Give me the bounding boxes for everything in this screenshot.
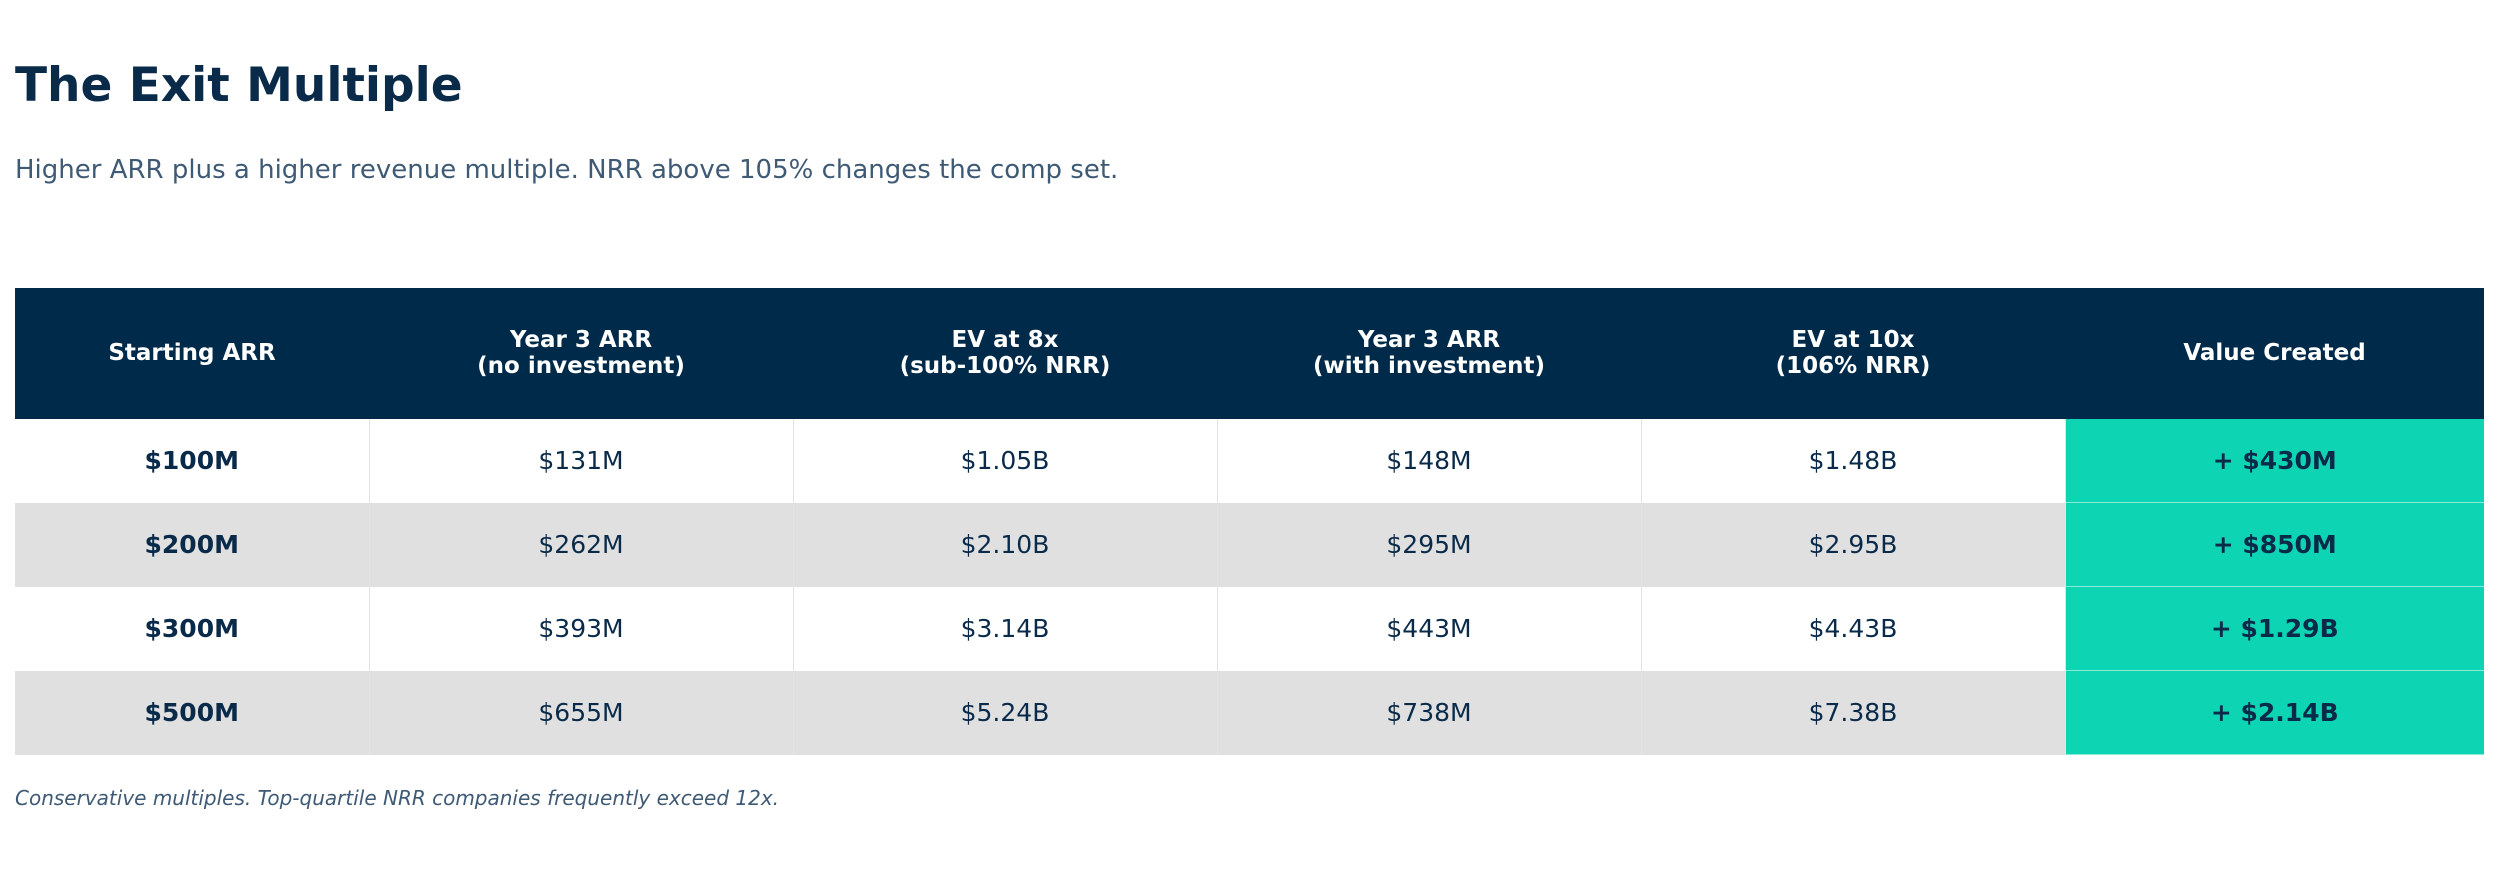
footnote: Conservative multiples. Top-quartile NRR… bbox=[15, 786, 780, 810]
table-header-row: Starting ARR Year 3 ARR (no investment) … bbox=[15, 288, 2484, 419]
value-created-cell: + $430M bbox=[2065, 419, 2484, 503]
header-label: EV at 8x bbox=[951, 327, 1059, 354]
starting-arr-cell: $100M bbox=[15, 419, 370, 503]
ev-at-10x-cell: $1.48B bbox=[1641, 419, 2066, 503]
ev-at-8x-cell: $3.14B bbox=[793, 586, 1218, 671]
starting-arr-cell: $500M bbox=[15, 670, 370, 755]
ev-at-8x-cell: $2.10B bbox=[793, 502, 1218, 587]
year3-arr-no-investment-cell: $262M bbox=[369, 502, 794, 587]
table-row: $100M $131M $1.05B $148M $1.48B + $430M bbox=[15, 419, 2484, 503]
value-created-cell: + $2.14B bbox=[2065, 670, 2484, 755]
page-subtitle: Higher ARR plus a higher revenue multipl… bbox=[15, 155, 1119, 185]
year3-arr-no-investment-cell: $393M bbox=[369, 586, 794, 671]
year3-arr-no-investment-cell: $655M bbox=[369, 670, 794, 755]
header-label: Year 3 ARR bbox=[1357, 327, 1501, 354]
header-sublabel: (with investment) bbox=[1313, 352, 1545, 379]
header-label: Value Created bbox=[2183, 339, 2366, 366]
year3-arr-with-investment-cell: $738M bbox=[1217, 670, 1642, 755]
header-sublabel: (106% NRR) bbox=[1775, 352, 1931, 379]
year3-arr-no-investment-cell: $131M bbox=[369, 419, 794, 503]
header-starting-arr: Starting ARR bbox=[15, 288, 369, 419]
page-title: The Exit Multiple bbox=[15, 58, 463, 113]
ev-at-8x-cell: $1.05B bbox=[793, 419, 1218, 503]
header-label: EV at 10x bbox=[1791, 327, 1915, 354]
ev-at-10x-cell: $7.38B bbox=[1641, 670, 2066, 755]
header-sublabel: (no investment) bbox=[477, 352, 685, 379]
starting-arr-cell: $200M bbox=[15, 502, 370, 587]
header-ev-at-10x: EV at 10x (106% NRR) bbox=[1641, 288, 2065, 419]
exit-multiple-table: Starting ARR Year 3 ARR (no investment) … bbox=[15, 288, 2484, 755]
header-ev-at-8x: EV at 8x (sub-100% NRR) bbox=[793, 288, 1217, 419]
year3-arr-with-investment-cell: $148M bbox=[1217, 419, 1642, 503]
starting-arr-cell: $300M bbox=[15, 586, 370, 671]
table-row: $300M $393M $3.14B $443M $4.43B + $1.29B bbox=[15, 586, 2484, 671]
header-label: Starting ARR bbox=[108, 339, 276, 366]
ev-at-10x-cell: $4.43B bbox=[1641, 586, 2066, 671]
ev-at-10x-cell: $2.95B bbox=[1641, 502, 2066, 587]
header-year3-arr-no-investment: Year 3 ARR (no investment) bbox=[369, 288, 793, 419]
table-row: $200M $262M $2.10B $295M $2.95B + $850M bbox=[15, 502, 2484, 587]
year3-arr-with-investment-cell: $443M bbox=[1217, 586, 1642, 671]
value-created-cell: + $850M bbox=[2065, 502, 2484, 587]
year3-arr-with-investment-cell: $295M bbox=[1217, 502, 1642, 587]
header-year3-arr-with-investment: Year 3 ARR (with investment) bbox=[1217, 288, 1641, 419]
header-sublabel: (sub-100% NRR) bbox=[899, 352, 1111, 379]
header-value-created: Value Created bbox=[2065, 288, 2484, 419]
ev-at-8x-cell: $5.24B bbox=[793, 670, 1218, 755]
table-row: $500M $655M $5.24B $738M $7.38B + $2.14B bbox=[15, 670, 2484, 755]
header-label: Year 3 ARR bbox=[509, 327, 653, 354]
value-created-cell: + $1.29B bbox=[2065, 586, 2484, 671]
